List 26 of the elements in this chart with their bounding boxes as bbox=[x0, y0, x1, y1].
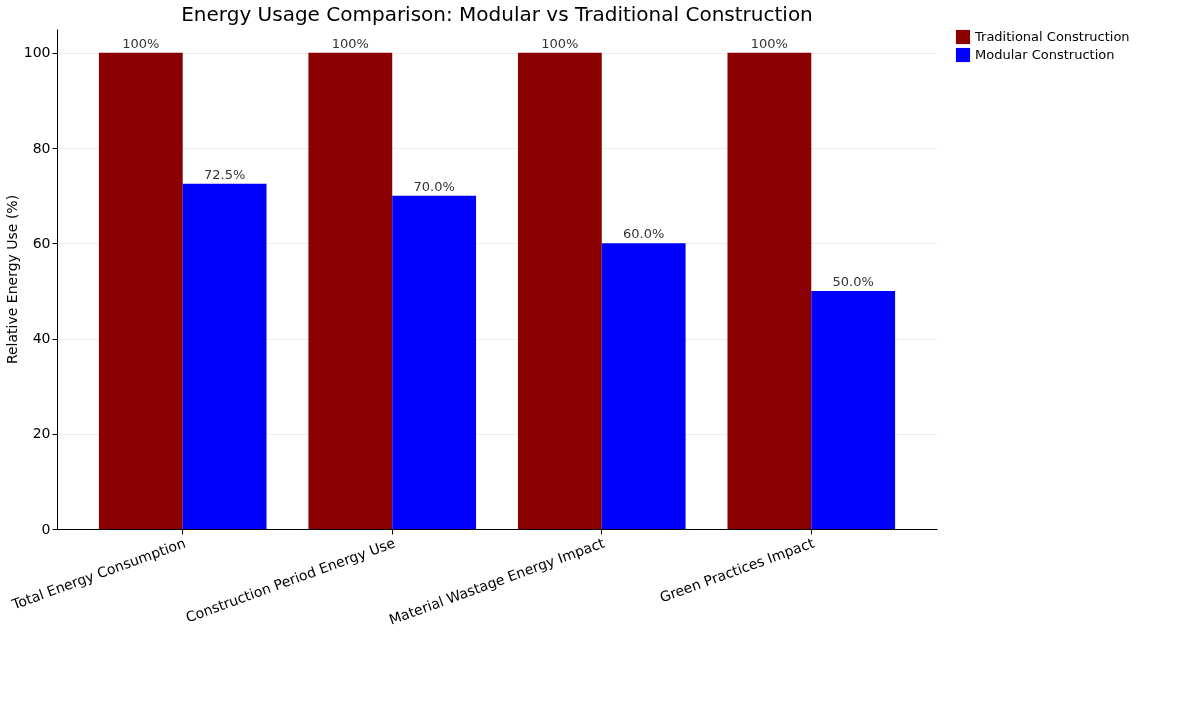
y-tick-label: 80 bbox=[32, 139, 51, 156]
bar bbox=[392, 195, 477, 529]
bar bbox=[182, 183, 267, 529]
bar bbox=[517, 52, 602, 529]
legend-label: Modular Construction bbox=[975, 47, 1115, 62]
data-label: 100% bbox=[122, 35, 160, 51]
y-tick-label: 100 bbox=[23, 44, 51, 61]
chart-title: Energy Usage Comparison: Modular vs Traditional Construction bbox=[181, 2, 813, 26]
data-label: 72.5% bbox=[203, 166, 246, 182]
y-tick-label: 0 bbox=[41, 520, 51, 537]
data-label: 100% bbox=[750, 35, 788, 51]
y-tick-label: 40 bbox=[32, 330, 51, 347]
bar bbox=[811, 290, 896, 529]
data-label: 100% bbox=[331, 35, 369, 51]
bar bbox=[308, 52, 393, 529]
y-axis-title: Relative Energy Use (%) bbox=[3, 194, 20, 365]
bar bbox=[727, 52, 812, 529]
data-label: 100% bbox=[541, 35, 579, 51]
y-tick-label: 60 bbox=[32, 234, 51, 251]
data-label: 60.0% bbox=[623, 226, 665, 242]
legend-label: Traditional Construction bbox=[974, 29, 1130, 44]
data-label: 70.0% bbox=[413, 178, 455, 194]
bar bbox=[601, 243, 686, 529]
y-tick-label: 20 bbox=[32, 425, 51, 442]
data-label: 50.0% bbox=[832, 273, 874, 289]
bar bbox=[98, 52, 183, 529]
